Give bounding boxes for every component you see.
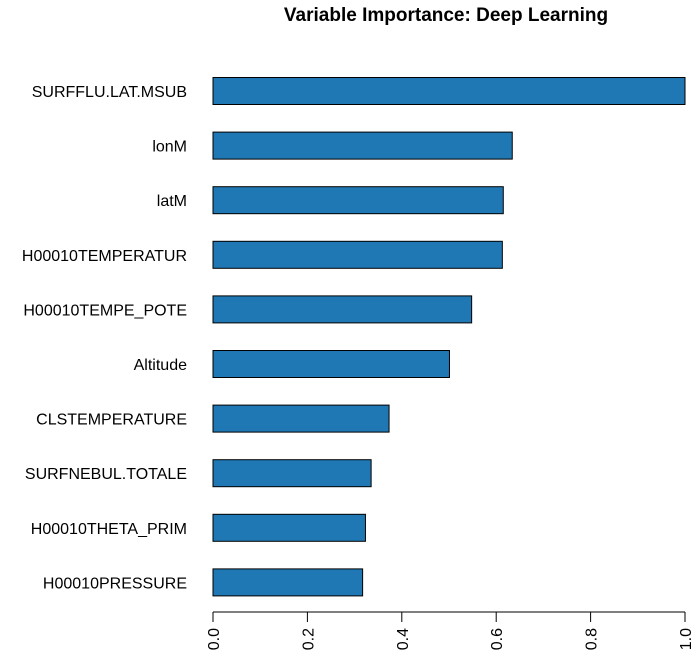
bar-h00010temperatur: [212, 240, 503, 269]
bar-h00010tempe-pote: [212, 295, 473, 324]
x-tick-label: 0.8: [584, 628, 601, 650]
x-tick-label: 0.2: [300, 628, 317, 650]
bar-h00010theta-prim: [212, 513, 366, 542]
bar-surfflu-lat-msub: [212, 77, 686, 105]
x-tick-label: 0.4: [395, 628, 412, 650]
category-label: H00010TEMPE_POTE: [23, 302, 187, 319]
category-labels: SURFFLU.LAT.MSUB lonM latM H00010TEMPERATUR…: [22, 84, 187, 592]
x-tick-label: 1.0: [678, 628, 695, 650]
category-label: SURFFLU.LAT.MSUB: [32, 84, 187, 101]
bar-altitude: [212, 350, 450, 378]
bar-surfnebul-totale: [212, 459, 372, 488]
bar-latm: [212, 186, 504, 215]
category-label: SURFNEBUL.TOTALE: [25, 466, 187, 483]
bars-layer: [212, 77, 686, 597]
x-tick-label: 0.0: [206, 628, 223, 650]
chart-title: Variable Importance: Deep Learning: [284, 5, 608, 26]
x-axis: 0.0 0.2 0.4 0.6 0.8 1.0: [206, 611, 695, 650]
bar-lonm: [212, 131, 513, 160]
bar-clstemperature: [212, 404, 390, 433]
category-label: latM: [157, 193, 187, 210]
bar-h00010pressure: [212, 568, 364, 597]
category-label: H00010PRESSURE: [43, 575, 187, 592]
category-label: CLSTEMPERATURE: [36, 412, 187, 429]
category-label: Altitude: [134, 357, 187, 374]
x-tick-label: 0.6: [489, 628, 506, 650]
category-label: H00010TEMPERATUR: [22, 248, 187, 265]
category-label: H00010THETA_PRIM: [31, 521, 187, 538]
category-label: lonM: [152, 139, 187, 156]
